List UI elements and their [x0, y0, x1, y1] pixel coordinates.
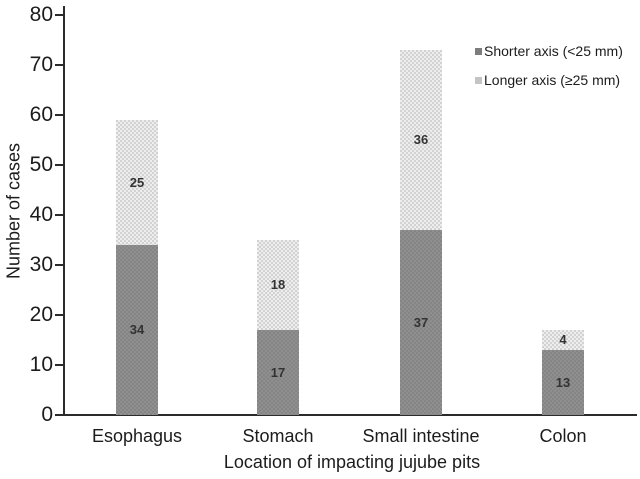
- y-axis-line: [63, 6, 65, 416]
- category-label: Esophagus: [91, 426, 183, 446]
- bar-segment-longer: [257, 240, 299, 330]
- bar-value-label: 34: [129, 322, 145, 337]
- x-axis-line: [63, 414, 637, 416]
- y-tick-label: 60: [29, 103, 53, 126]
- legend-label-longer-axis: Longer axis (≥25 mm): [484, 72, 621, 88]
- legend-item-shorter-axis: Shorter axis (<25 mm): [475, 43, 623, 59]
- bar-segment-longer: [400, 50, 442, 230]
- y-tick-label: 0: [41, 403, 53, 426]
- bar-value-label: 13: [555, 374, 571, 390]
- y-tick-mark: [55, 114, 65, 116]
- bar-value-label: 17: [270, 364, 286, 380]
- y-tick-label: 40: [29, 203, 53, 226]
- category-label: Stomach: [242, 426, 314, 446]
- legend-marker-shorter-axis-icon: [475, 47, 482, 55]
- bar-segment-shorter: [116, 245, 158, 415]
- legend-marker-longer-axis-icon: [475, 76, 482, 84]
- bar-value-label: 36: [413, 132, 429, 147]
- bar-segment-shorter: [400, 230, 442, 415]
- y-tick-mark: [55, 214, 65, 216]
- bar-value-label: 25: [129, 174, 145, 190]
- y-tick-label: 80: [29, 3, 53, 26]
- y-tick-label: 50: [29, 153, 53, 176]
- bar-segment-shorter: [257, 330, 299, 415]
- x-axis-title: Location of impacting jujube pits: [223, 452, 481, 472]
- legend-item-longer-axis: Longer axis (≥25 mm): [475, 72, 620, 88]
- bar-segment-longer: [116, 120, 158, 245]
- y-tick-label: 10: [29, 353, 53, 376]
- y-tick-label: 70: [29, 53, 53, 76]
- y-tick-mark: [55, 264, 65, 266]
- legend-label-shorter-axis: Shorter axis (<25 mm): [484, 43, 623, 59]
- bar-segment-shorter: [542, 350, 584, 415]
- bar-value-label: 4: [559, 332, 567, 347]
- y-tick-label: 30: [29, 253, 53, 276]
- category-label: Small intestine: [362, 426, 480, 446]
- bar-value-label: 37: [413, 314, 429, 330]
- y-tick-mark: [55, 314, 65, 316]
- y-tick-mark: [55, 64, 65, 66]
- y-tick-mark: [55, 14, 65, 16]
- y-tick-mark: [55, 414, 65, 416]
- bar-value-label: 18: [270, 277, 286, 292]
- y-tick-mark: [55, 364, 65, 366]
- y-tick-label: 20: [29, 303, 53, 326]
- y-tick-mark: [55, 164, 65, 166]
- category-label: Colon: [539, 426, 587, 446]
- bar-segment-longer: [542, 330, 584, 350]
